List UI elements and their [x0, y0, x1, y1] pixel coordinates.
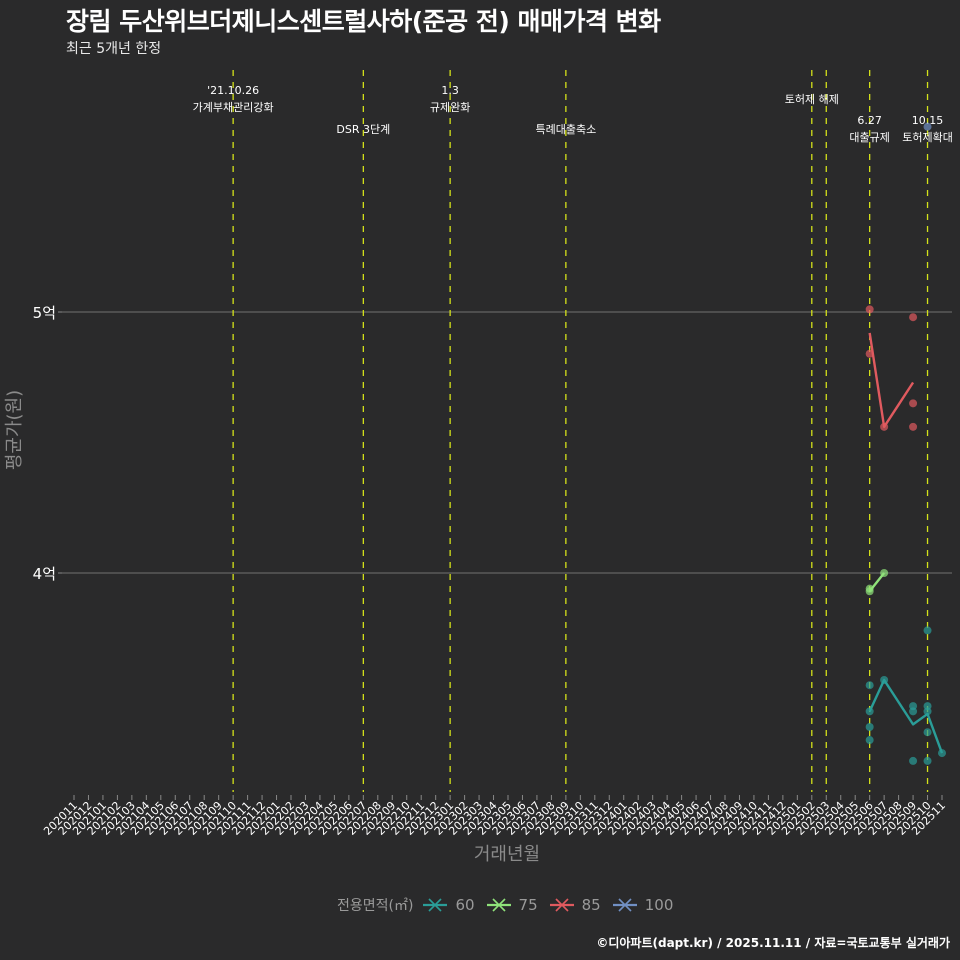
legend-key-icon	[423, 898, 448, 912]
legend: 전용면적(㎡) 60 75 85 100	[337, 895, 685, 915]
legend-item-85: 85	[549, 895, 601, 915]
legend-title: 전용면적(㎡)	[337, 898, 414, 914]
data-point	[923, 728, 932, 737]
event-annotation: 가계부채관리강화	[193, 101, 274, 114]
legend-item-60: 60	[423, 895, 475, 915]
y-tick-label: 4억	[33, 565, 56, 583]
chart-subtitle: 최근 5개년 한정	[66, 41, 162, 57]
data-point	[909, 756, 918, 765]
chart-title: 장림 두산위브더제니스센트럴사하(준공 전) 매매가격 변화	[66, 7, 661, 36]
legend-label: 85	[581, 896, 601, 914]
legend-label: 75	[518, 896, 538, 914]
event-annotation: 규제완화	[430, 101, 470, 114]
series-line	[868, 572, 886, 593]
event-annotation: 토허제 해제	[785, 92, 839, 106]
event-annotation: '21.10.26	[207, 84, 259, 97]
data-point	[865, 681, 874, 690]
event-annotation: 토허제확대	[902, 131, 953, 144]
series-85	[865, 305, 918, 431]
event-annotation: 6.27	[857, 114, 882, 127]
data-point	[923, 707, 932, 716]
legend-item-75: 75	[486, 895, 538, 915]
data-point	[923, 122, 932, 131]
event-annotation: 10.15	[912, 114, 944, 127]
event-annotation: 1.3	[441, 84, 459, 97]
data-point	[909, 313, 918, 322]
legend-key-icon	[612, 898, 637, 912]
x-axis-title: 거래년월	[474, 844, 540, 865]
data-point	[923, 756, 932, 765]
series-line	[868, 678, 944, 754]
data-point	[865, 305, 874, 314]
series-60	[865, 626, 946, 765]
legend-items: 60 75 85 100	[423, 895, 685, 915]
legend-label: 60	[455, 896, 475, 914]
legend-key-icon	[486, 898, 511, 912]
series-100	[923, 122, 932, 131]
series-line	[868, 332, 915, 429]
data-point	[865, 722, 874, 731]
y-axis-title: 평균가(원)	[4, 390, 25, 470]
source-caption: ©디아파트(dapt.kr) / 2025.11.11 / 자료=국토교통부 실…	[596, 936, 950, 950]
data-point	[909, 707, 918, 716]
data-point	[909, 422, 918, 431]
data-point	[909, 399, 918, 408]
data-point	[865, 736, 874, 745]
event-annotation: 특례대출축소	[535, 123, 596, 136]
data-point	[923, 626, 932, 635]
legend-key-icon	[549, 898, 574, 912]
y-tick-label: 5억	[33, 304, 56, 322]
series-75	[865, 569, 889, 596]
event-annotation: DSR 3단계	[336, 123, 390, 136]
legend-label: 100	[644, 896, 674, 914]
legend-item-100: 100	[612, 895, 674, 915]
event-annotation: 대출규제	[849, 131, 889, 144]
